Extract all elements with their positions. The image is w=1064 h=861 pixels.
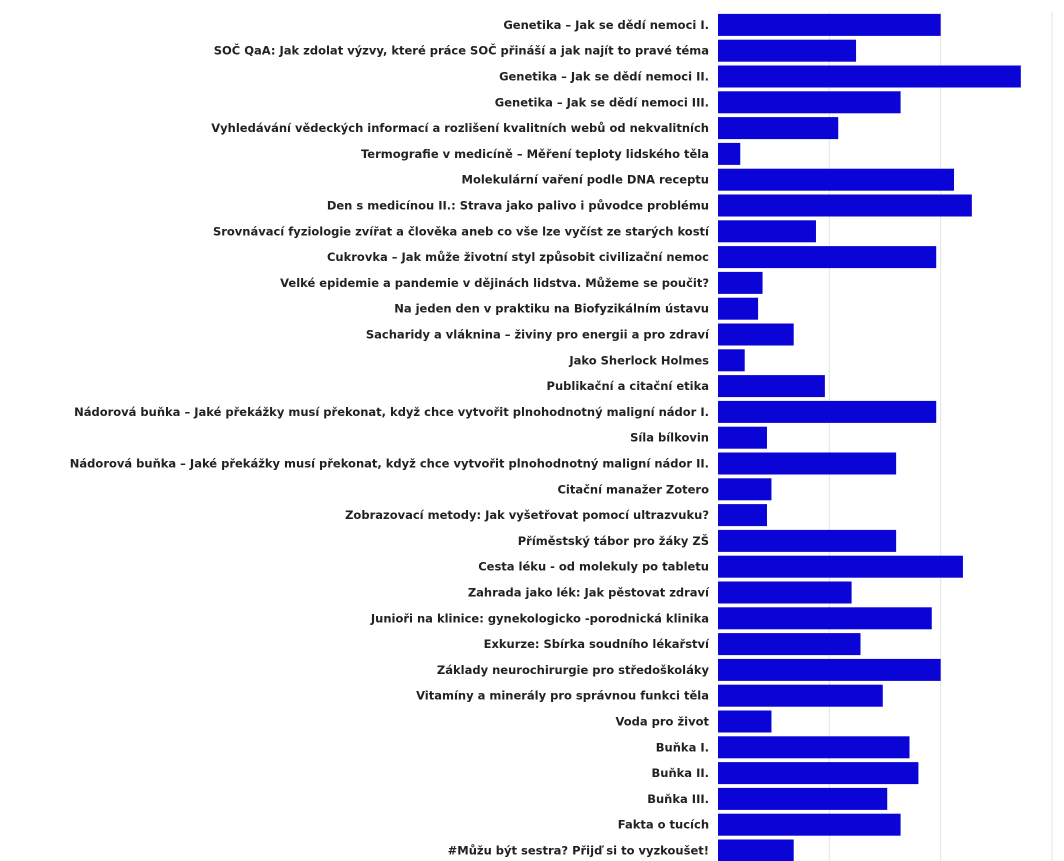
category-label: Exkurze: Sbírka soudního lékařství [484, 637, 710, 651]
category-label: Na jeden den v praktiku na Biofyzikálním… [394, 302, 709, 316]
bar [718, 349, 745, 372]
category-label: Genetika – Jak se dědí nemoci I. [503, 18, 709, 32]
category-label: Sacharidy a vláknina – živiny pro energi… [366, 328, 710, 342]
bar [718, 117, 839, 140]
category-label: Zahrada jako lék: Jak pěstovat zdraví [468, 586, 710, 600]
bars [718, 13, 1021, 861]
bar [718, 684, 883, 707]
bar [718, 91, 901, 114]
bar [718, 168, 955, 191]
bar [718, 452, 897, 475]
bar [718, 504, 767, 527]
bar [718, 246, 937, 269]
bar [718, 400, 937, 423]
bar [718, 426, 767, 449]
bar [718, 271, 763, 294]
category-label: Genetika – Jak se dědí nemoci III. [495, 95, 709, 109]
bar [718, 633, 861, 656]
category-label: Zobrazovací metody: Jak vyšetřovat pomoc… [345, 508, 709, 522]
category-label: Základy neurochirurgie pro středoškoláky [437, 663, 710, 677]
bar [718, 813, 901, 836]
bar [718, 39, 857, 62]
category-label: Síla bílkovin [630, 431, 709, 445]
category-label: Nádorová buňka – Jaké překážky musí přek… [70, 457, 709, 471]
category-label: SOČ QaA: Jak zdolat výzvy, které práce S… [214, 43, 709, 58]
category-label: Jako Sherlock Holmes [568, 353, 709, 367]
bar [718, 323, 794, 346]
bar [718, 607, 932, 630]
category-label: Citační manažer Zotero [557, 482, 709, 496]
bar [718, 478, 772, 501]
bar [718, 658, 941, 681]
bar [718, 65, 1021, 88]
category-label: Buňka I. [656, 740, 709, 754]
category-label: Vitamíny a minerály pro správnou funkci … [416, 689, 709, 703]
category-label: Buňka II. [652, 766, 709, 780]
bar [718, 787, 888, 810]
bar [718, 220, 816, 243]
category-label: Publikační a citační etika [547, 379, 709, 393]
bar [718, 13, 941, 36]
category-label: Příměstský tábor pro žáky ZŠ [518, 533, 709, 548]
category-label: Termografie v medicíně – Měření teploty … [361, 147, 709, 161]
gridlines [828, 12, 1053, 861]
bar [718, 297, 759, 320]
category-label: Vyhledávání vědeckých informací a rozliš… [211, 121, 709, 135]
category-label: Junioři na klinice: gynekologicko -porod… [370, 611, 709, 625]
category-label: Nádorová buňka – Jaké překážky musí přek… [74, 405, 709, 419]
category-label: Molekulární vaření podle DNA receptu [462, 173, 709, 187]
bar [718, 529, 897, 552]
category-labels: Genetika – Jak se dědí nemoci I. SOČ QaA:… [70, 18, 710, 858]
category-label: Voda pro život [615, 715, 709, 729]
category-label: Fakta o tucích [618, 818, 709, 832]
bar [718, 736, 910, 759]
bar [718, 710, 772, 733]
bar [718, 194, 972, 217]
bar [718, 375, 825, 398]
category-label: Srovnávací fyziologie zvířat a člověka a… [213, 224, 710, 238]
bar [718, 142, 741, 165]
category-label: #Můžu být sestra? Přijď si to vyzkoušet! [448, 844, 709, 858]
category-label: Den s medicínou II.: Strava jako palivo … [327, 199, 709, 213]
category-label: Velké epidemie a pandemie v dějinách lid… [280, 276, 709, 290]
category-label: Genetika – Jak se dědí nemoci II. [499, 70, 709, 84]
bar [718, 762, 919, 785]
bar [718, 839, 794, 861]
category-label: Cesta léku - od molekuly po tabletu [478, 560, 709, 574]
category-label: Buňka III. [647, 792, 709, 806]
bar [718, 555, 963, 578]
bar [718, 581, 852, 604]
category-label: Cukrovka – Jak může životní styl způsobi… [327, 250, 709, 264]
